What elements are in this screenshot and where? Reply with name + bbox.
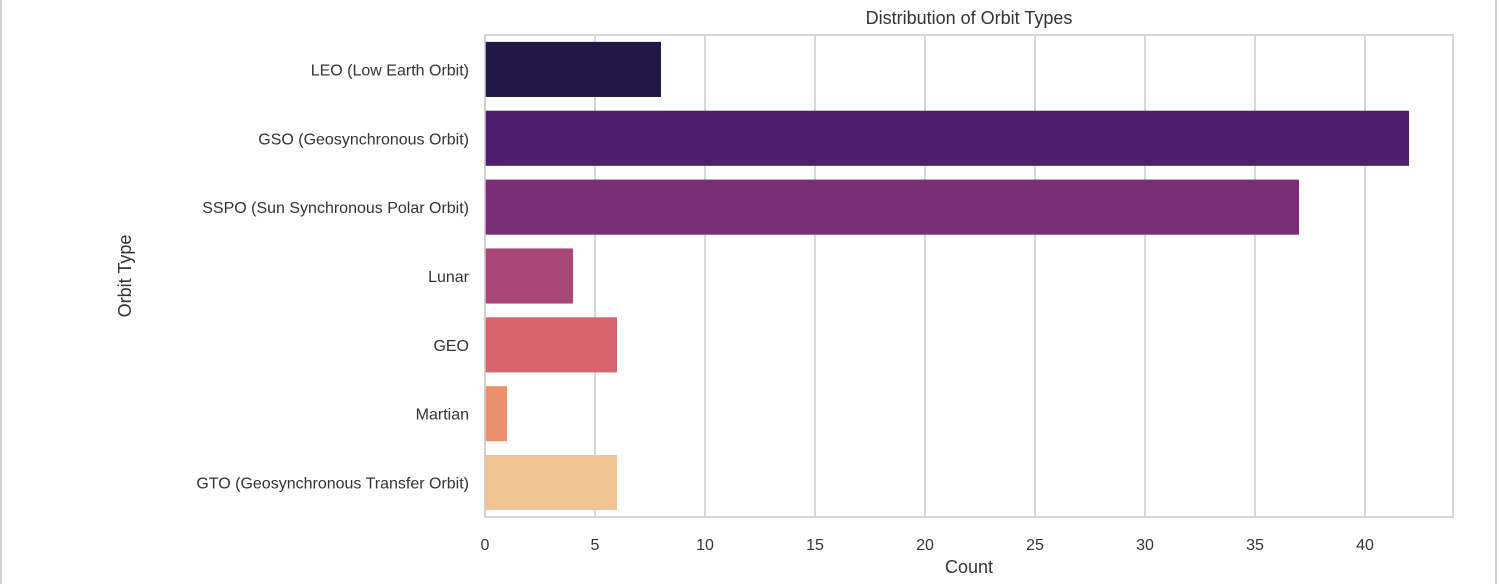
- y-tick-label: Lunar: [428, 269, 470, 286]
- bar-6: [485, 386, 507, 442]
- x-tick-label: 15: [806, 537, 824, 554]
- chart-title: Distribution of Orbit Types: [866, 8, 1073, 28]
- bar-2: [485, 110, 1409, 166]
- x-tick-labels: 0 5 10 15 20 25 30 35 40: [481, 537, 1374, 554]
- y-tick-label: SSPO (Sun Synchronous Polar Orbit): [202, 200, 469, 217]
- plot-border: [484, 34, 1454, 518]
- y-tick-label: GTO (Geosynchronous Transfer Orbit): [196, 476, 469, 493]
- bar-4: [485, 248, 573, 304]
- x-tick-label: 40: [1356, 537, 1374, 554]
- x-tick-label: 5: [591, 537, 600, 554]
- y-tick-label: GEO: [433, 338, 469, 355]
- x-tick-label: 20: [916, 537, 934, 554]
- x-tick-label: 35: [1246, 537, 1264, 554]
- bar-3: [485, 179, 1299, 235]
- bar-5: [485, 317, 617, 373]
- grid-lines: [484, 35, 1366, 517]
- y-tick-label: GSO (Geosynchronous Orbit): [258, 131, 469, 148]
- y-axis-title: Orbit Type: [115, 235, 135, 318]
- x-tick-label: 25: [1026, 537, 1044, 554]
- bar-7: [485, 455, 617, 511]
- x-axis-title: Count: [945, 557, 993, 577]
- y-tick-label: LEO (Low Earth Orbit): [311, 62, 469, 79]
- bars: [485, 41, 1409, 511]
- y-tick-labels: LEO (Low Earth Orbit) GSO (Geosynchronous…: [196, 62, 469, 492]
- bar-1: [485, 41, 661, 97]
- x-tick-label: 10: [696, 537, 714, 554]
- y-tick-label: Martian: [416, 407, 469, 424]
- x-tick-label: 0: [481, 537, 490, 554]
- x-tick-label: 30: [1136, 537, 1154, 554]
